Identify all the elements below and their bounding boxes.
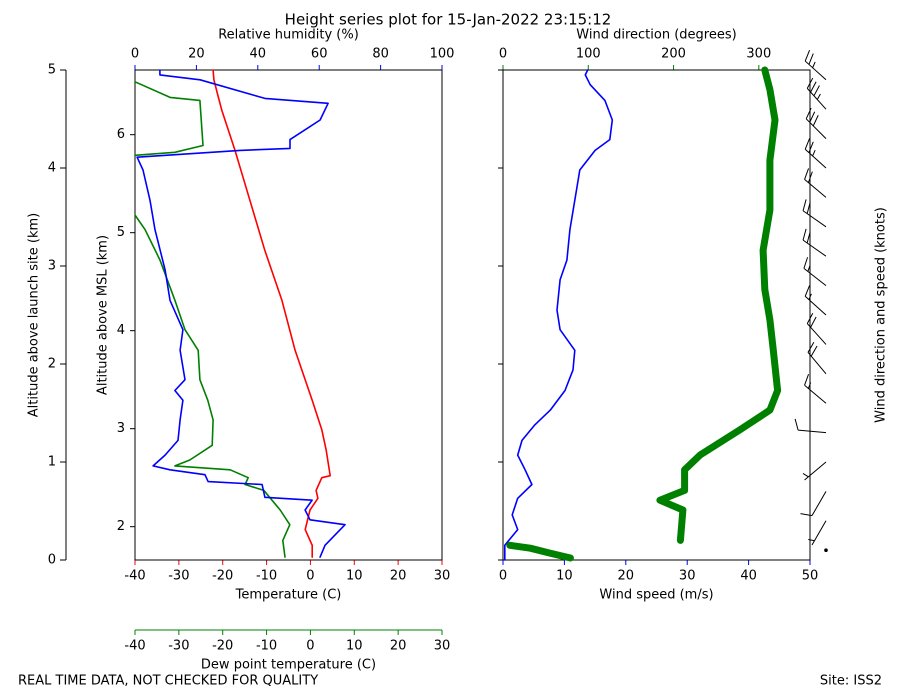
tick-label: 20 xyxy=(390,569,407,584)
tick-label: 0 xyxy=(48,553,56,568)
tick-label: 5 xyxy=(117,225,125,240)
tick-label: -40 xyxy=(124,569,145,584)
tick-label: -30 xyxy=(168,639,189,654)
wind-barb xyxy=(808,520,827,546)
chart-title: Height series plot for 15-Jan-2022 23:15… xyxy=(285,11,612,29)
tick-label: 80 xyxy=(372,47,389,62)
tick-label: 20 xyxy=(618,569,635,584)
tick-label: -20 xyxy=(212,639,233,654)
axis-label: Relative humidity (%) xyxy=(218,28,359,43)
tick-label: 20 xyxy=(390,639,407,654)
wind-barb xyxy=(802,199,827,228)
tick-label: 2 xyxy=(48,357,56,372)
axis-label: Temperature (C) xyxy=(235,588,342,603)
axis-label: Wind speed (m/s) xyxy=(599,588,713,603)
wind-barb xyxy=(804,374,827,404)
tick-label: 30 xyxy=(434,639,451,654)
tick-label: -40 xyxy=(124,639,145,654)
tick-label: 4 xyxy=(48,161,56,176)
tick-label: 20 xyxy=(188,47,205,62)
wind-barb xyxy=(800,491,827,517)
tick-label: 60 xyxy=(311,47,328,62)
tick-label: 0 xyxy=(499,569,507,584)
axis-label: Wind direction (degrees) xyxy=(576,28,736,43)
tick-label: 0 xyxy=(306,639,314,654)
axis-label: Dew point temperature (C) xyxy=(201,658,376,673)
wind-barb xyxy=(806,77,827,110)
wind-barb xyxy=(805,107,827,139)
wind-barb xyxy=(803,257,827,286)
axis-label: Wind direction and speed (knots) xyxy=(874,207,889,423)
tick-label: 30 xyxy=(434,569,451,584)
wind-barb xyxy=(824,548,828,552)
data-line xyxy=(212,69,331,558)
tick-label: -10 xyxy=(256,569,277,584)
tick-label: 2 xyxy=(117,519,125,534)
tick-label: 1 xyxy=(48,455,56,470)
tick-label: 3 xyxy=(48,259,56,274)
data-line xyxy=(136,69,346,558)
wind-barb xyxy=(802,461,827,481)
tick-label: 100 xyxy=(576,47,601,62)
tick-label: 0 xyxy=(131,47,139,62)
axis-label: Altitude above launch site (km) xyxy=(27,213,42,417)
tick-label: 0 xyxy=(499,47,507,62)
tick-label: 40 xyxy=(250,47,267,62)
tick-label: 5 xyxy=(48,63,56,78)
wind-barb xyxy=(806,313,827,345)
wind-barb xyxy=(804,168,827,198)
tick-label: 10 xyxy=(556,569,573,584)
tick-label: 10 xyxy=(346,639,363,654)
footer-note: REAL TIME DATA, NOT CHECKED FOR QUALITY xyxy=(18,674,318,689)
tick-label: 4 xyxy=(117,323,125,338)
wind-barb xyxy=(802,228,827,257)
wind-barb xyxy=(804,50,827,81)
tick-label: 6 xyxy=(117,127,125,142)
tick-label: -20 xyxy=(212,569,233,584)
tick-label: 40 xyxy=(740,569,757,584)
plot-frame xyxy=(134,69,443,561)
wind-barb xyxy=(794,418,827,434)
data-line xyxy=(134,81,291,558)
tick-label: 300 xyxy=(746,47,771,62)
data-line xyxy=(506,66,782,562)
tick-label: 3 xyxy=(117,421,125,436)
tick-label: 200 xyxy=(661,47,686,62)
tick-label: 0 xyxy=(306,569,314,584)
tick-label: 100 xyxy=(430,47,455,62)
tick-label: -10 xyxy=(256,639,277,654)
footer-site: Site: ISS2 xyxy=(820,674,882,689)
wind-barb xyxy=(807,341,827,375)
axis-label: Altitude above MSL (km) xyxy=(96,235,111,395)
data-line xyxy=(504,69,614,561)
tick-label: 30 xyxy=(679,569,696,584)
tick-label: 50 xyxy=(802,569,819,584)
plot-frame xyxy=(502,69,811,561)
wind-barb xyxy=(804,285,827,316)
tick-label: -30 xyxy=(168,569,189,584)
wind-barb xyxy=(804,138,827,169)
tick-label: 10 xyxy=(346,569,363,584)
